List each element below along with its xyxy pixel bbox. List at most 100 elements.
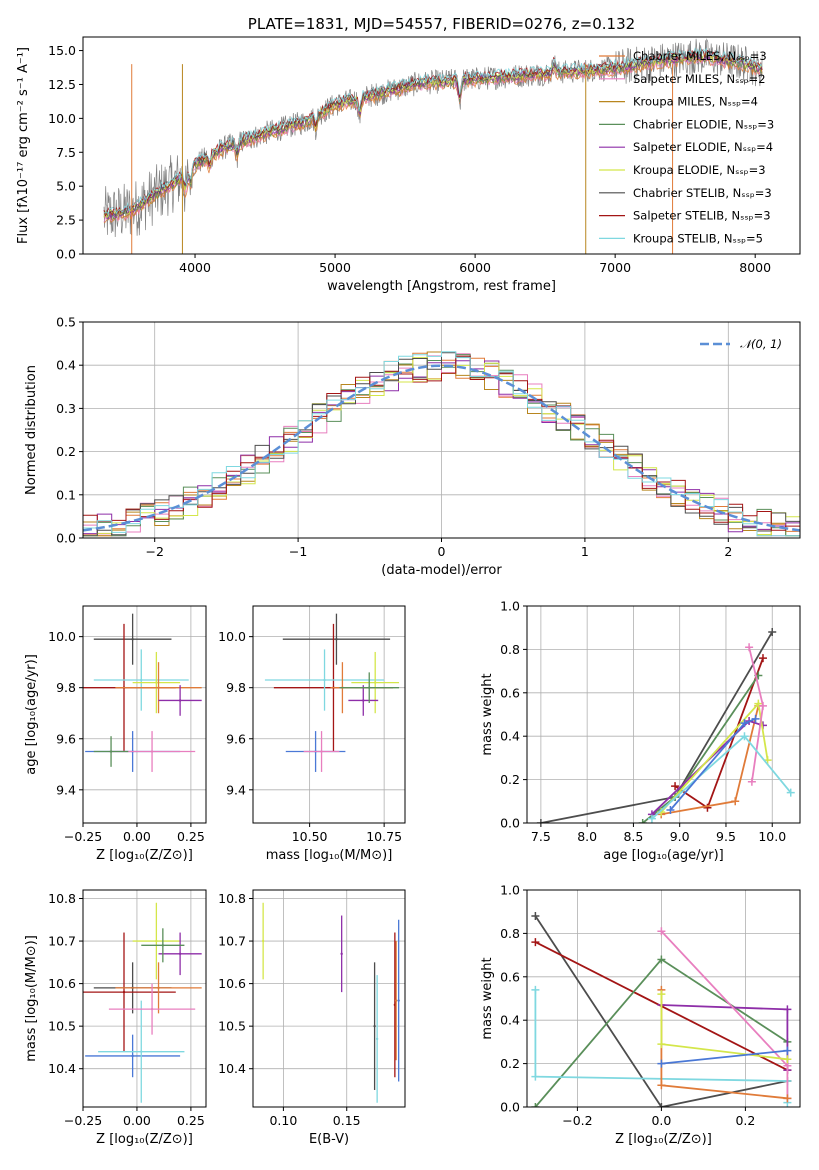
- plot-area: [531, 912, 792, 1107]
- legend: Chabrier MILES, Nₛₛₚ=3 Salpeter MILES, Nₛ…: [599, 49, 774, 245]
- legend-label: Chabrier MILES, Nₛₛₚ=3: [633, 49, 767, 63]
- x-tick-label: 8.0: [577, 829, 597, 844]
- chart-mass-weight-vs-age: 7.5 8.0 8.5 9.0 9.5 10.0 0.0 0.2 0.4 0.6 0.8 1.0 age…: [480, 599, 801, 863]
- chart-title: PLATE=1831, MJD=54557, FIBERID=0276, z=0…: [248, 15, 635, 33]
- axes-frame: [82, 889, 207, 1108]
- weight-marker: [531, 1072, 540, 1081]
- y-tick-label: 10.6: [218, 976, 246, 991]
- y-tick-label: 2.5: [56, 213, 76, 228]
- y-tick-label: 10.8: [48, 891, 76, 906]
- y-tick-label: 12.5: [48, 77, 76, 92]
- plot-area: [261, 902, 400, 1103]
- plot-area: [83, 902, 202, 1103]
- x-tick-label: −0.2: [562, 1113, 592, 1128]
- y-tick-label: 10.4: [218, 1061, 246, 1076]
- data-point: [109, 750, 113, 753]
- x-tick-label: −1: [289, 544, 307, 559]
- x-tick-label: −2: [145, 544, 163, 559]
- x-tick-label: 10.0: [758, 829, 786, 844]
- observed-spectrum: [103, 38, 763, 238]
- weight-marker: [671, 782, 680, 791]
- legend-label: Kroupa ELODIE, Nₛₛₚ=3: [633, 163, 766, 177]
- chart-mass-vs-Z: −0.25 0.00 0.25 10.4 10.5 10.6 10.7 10.8 Z [log₁…: [24, 889, 207, 1147]
- data-point: [340, 952, 343, 956]
- weight-marker: [754, 699, 763, 708]
- x-tick-label: 8000: [739, 260, 771, 275]
- weight-marker: [740, 732, 749, 741]
- y-tick-label: 10.0: [48, 111, 76, 126]
- x-tick-label: 4000: [179, 260, 211, 275]
- data-point: [178, 699, 182, 702]
- y-tick-label: 7.5: [56, 145, 76, 160]
- y-tick-label: 10.5: [48, 1019, 76, 1034]
- y-tick-label: 0.2: [56, 444, 76, 459]
- x-tick-label: 0.00: [123, 1113, 151, 1128]
- x-axis-label: Z [log₁₀(Z/Z⊙)]: [615, 1132, 712, 1147]
- x-tick-label: −0.25: [64, 1113, 102, 1128]
- weight-marker: [657, 955, 666, 964]
- weight-marker: [758, 701, 767, 710]
- weight-marker: [751, 714, 760, 723]
- y-axis-label: age [log₁₀(age/yr)]: [24, 654, 39, 775]
- y-axis-label: mass weight: [480, 673, 495, 755]
- weight-marker: [531, 912, 540, 921]
- x-tick-label: 1: [581, 544, 589, 559]
- y-tick-label: 0.5: [56, 315, 76, 330]
- data-point: [150, 1007, 154, 1011]
- weight-marker: [531, 1103, 540, 1107]
- chart-residuals: −2 −1 0 1 2 0.0 0.1 0.2 0.3 0.4 0.5 (data-model)/er…: [24, 315, 801, 578]
- weight-marker: [740, 719, 749, 728]
- x-tick-label: 0.10: [269, 1113, 297, 1128]
- x-tick-label: 9.0: [670, 829, 690, 844]
- axes-frame: [82, 36, 801, 255]
- x-axis-label: E(B-V): [309, 1132, 349, 1147]
- y-tick-label: 10.7: [48, 934, 76, 949]
- chart-age-vs-Z: −0.25 0.00 0.25 9.4 9.6 9.8 10.0 Z [log₁₀(Z/Z⊙)…: [24, 605, 207, 863]
- y-tick-label: 9.4: [226, 782, 246, 797]
- x-tick-label: 7000: [599, 260, 631, 275]
- weight-marker: [783, 1046, 792, 1055]
- x-tick-label: 6000: [459, 260, 491, 275]
- x-axis-label: wavelength [Angstrom, rest frame]: [327, 279, 556, 294]
- data-point: [131, 1054, 134, 1058]
- data-point: [178, 952, 182, 956]
- legend-label: 𝒩(0, 1): [740, 337, 782, 351]
- weight-marker: [657, 990, 666, 999]
- y-tick-label: 1.0: [500, 599, 520, 614]
- legend-label: Kroupa MILES, Nₛₛₚ=4: [633, 95, 758, 109]
- y-tick-label: 10.4: [48, 1061, 76, 1076]
- weight-marker: [768, 628, 777, 637]
- x-axis-label: age [log₁₀(age/yr)]: [603, 848, 724, 863]
- y-tick-label: 10.7: [218, 934, 246, 949]
- residual-histogram-7: [83, 352, 800, 537]
- weight-marker: [638, 819, 647, 823]
- x-tick-label: 7.5: [531, 829, 551, 844]
- y-tick-label: 9.8: [226, 680, 246, 695]
- weight-series-line: [534, 915, 788, 1107]
- normal-curve: [83, 364, 800, 532]
- weight-marker: [731, 797, 740, 806]
- legend-label: Salpeter ELODIE, Nₛₛₚ=4: [633, 140, 773, 154]
- y-tick-label: 0.0: [500, 1100, 520, 1115]
- weight-marker: [657, 927, 666, 936]
- data-point: [362, 699, 365, 702]
- y-tick-label: 9.6: [226, 731, 246, 746]
- legend-label: Salpeter MILES, Nₛₛₚ=2: [633, 72, 766, 86]
- data-point: [155, 939, 158, 943]
- data-point: [335, 637, 338, 641]
- weight-marker: [747, 777, 756, 786]
- weight-marker: [758, 654, 767, 663]
- axes-frame: [252, 889, 406, 1108]
- weight-series-line: [660, 994, 788, 1061]
- x-axis-label: (data-model)/error: [381, 563, 502, 578]
- data-point: [261, 939, 265, 943]
- residual-histogram-8: [83, 355, 800, 531]
- y-tick-label: 9.8: [56, 680, 76, 695]
- weight-marker: [786, 788, 795, 797]
- legend: 𝒩(0, 1): [700, 337, 782, 351]
- data-point: [375, 1037, 379, 1041]
- weight-marker: [657, 1040, 666, 1049]
- y-tick-label: 0.4: [500, 1013, 520, 1028]
- data-point: [161, 944, 165, 947]
